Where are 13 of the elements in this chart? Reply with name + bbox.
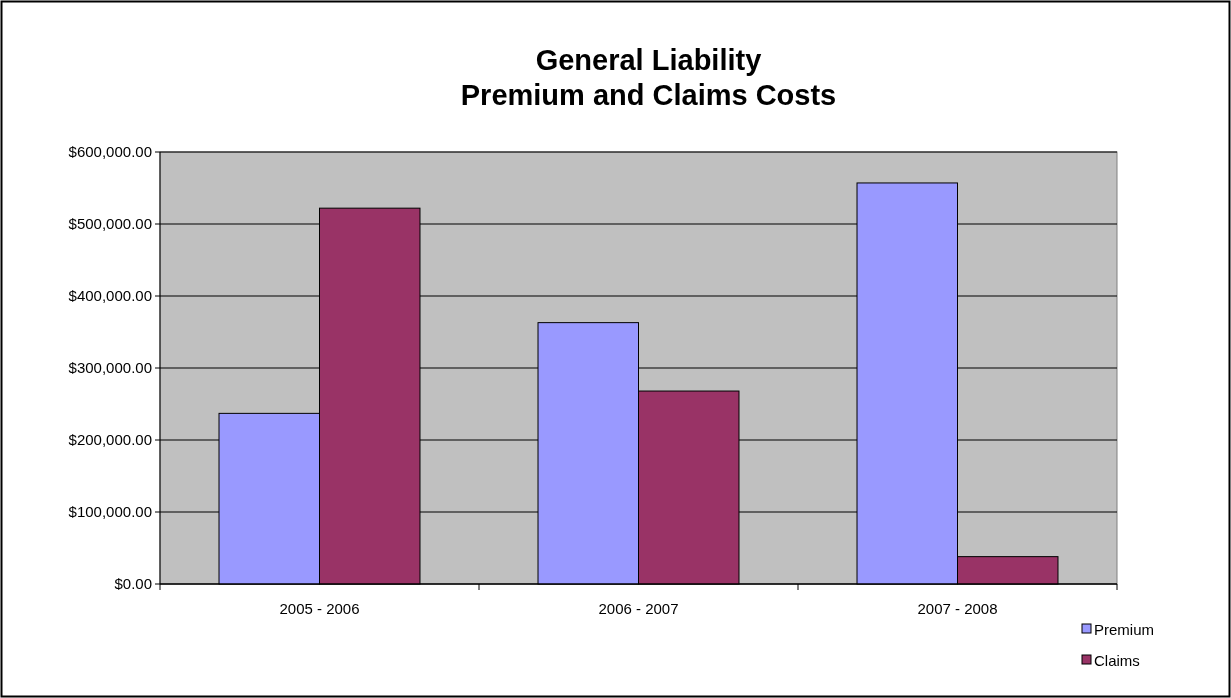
x-tick-label: 2005 - 2006 (279, 600, 360, 617)
y-tick-label: $0.00 (114, 575, 152, 593)
legend-label: Premium (1094, 621, 1155, 639)
y-tick-label: $600,000.00 (68, 143, 152, 161)
y-tick-label: $300,000.00 (68, 359, 152, 377)
chart-title: General Liability Premium and Claims Costs (460, 44, 837, 111)
y-tick-label: $400,000.00 (68, 287, 152, 305)
y-tick-label: $200,000.00 (68, 431, 152, 449)
x-tick-label: 2007 - 2008 (917, 600, 998, 617)
y-tick-label: $500,000.00 (68, 215, 152, 233)
legend-label: Claims (1094, 652, 1140, 670)
y-tick-label: $100,000.00 (68, 503, 152, 521)
x-tick-label: 2006 - 2007 (598, 600, 679, 617)
